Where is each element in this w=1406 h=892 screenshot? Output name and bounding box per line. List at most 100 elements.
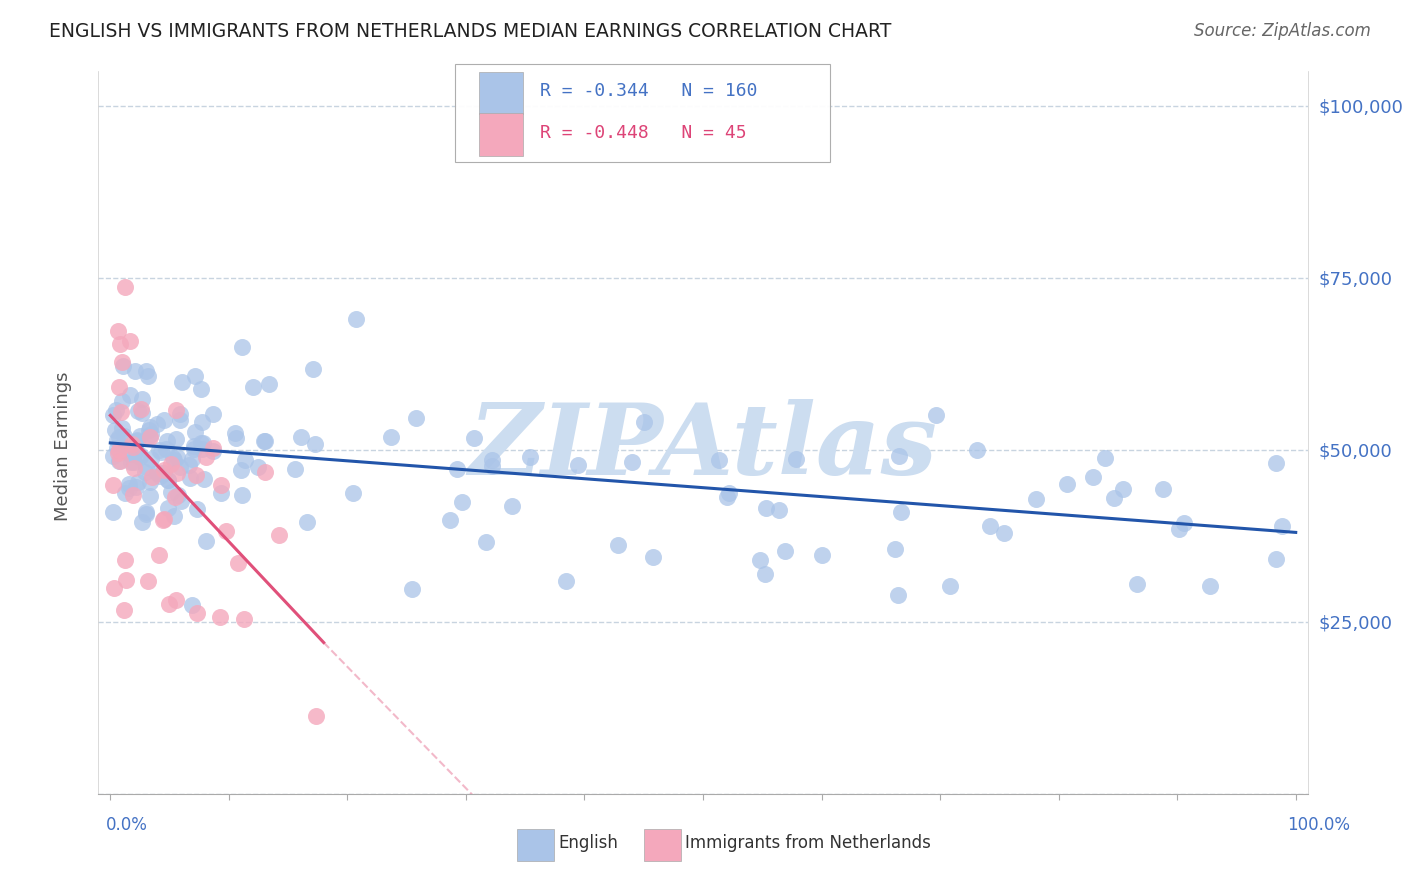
Point (209, 486, 232, 500)
Point (344, 312, 367, 326)
Point (135, 505, 157, 519)
Point (475, 534, 498, 549)
Point (163, 452, 186, 467)
Point (107, 324, 129, 338)
Point (169, 460, 191, 475)
Point (342, 486, 364, 500)
Point (139, 419, 162, 434)
Point (231, 488, 253, 502)
Point (141, 426, 163, 441)
Point (107, 441, 129, 455)
Point (153, 466, 176, 480)
Point (125, 479, 148, 493)
Point (889, 505, 911, 519)
Point (939, 579, 962, 593)
Point (165, 490, 187, 504)
Point (190, 436, 212, 450)
Point (925, 408, 948, 422)
Point (1265, 456, 1288, 470)
Point (125, 434, 148, 449)
Point (103, 408, 125, 422)
Point (156, 434, 179, 448)
Point (380, 430, 402, 444)
Point (138, 475, 160, 489)
Point (405, 411, 427, 425)
Point (150, 445, 173, 459)
Point (118, 387, 141, 401)
Point (148, 548, 170, 562)
Point (755, 500, 778, 515)
Point (1199, 579, 1222, 593)
Point (555, 574, 578, 588)
Point (141, 469, 163, 483)
Point (108, 430, 131, 444)
Point (114, 553, 136, 567)
Point (190, 415, 212, 429)
Point (121, 440, 143, 454)
Point (110, 405, 132, 419)
Point (621, 455, 644, 469)
Point (247, 460, 270, 475)
Point (180, 598, 202, 612)
Point (139, 430, 162, 444)
Point (184, 369, 207, 384)
Point (201, 408, 224, 422)
Point (166, 488, 188, 502)
Point (131, 406, 153, 420)
Point (108, 380, 131, 394)
Text: ENGLISH VS IMMIGRANTS FROM NETHERLANDS MEDIAN EARNINGS CORRELATION CHART: ENGLISH VS IMMIGRANTS FROM NETHERLANDS M… (49, 22, 891, 41)
FancyBboxPatch shape (456, 64, 830, 161)
Point (253, 434, 276, 449)
Point (1125, 577, 1147, 591)
Point (183, 442, 205, 456)
Point (134, 465, 156, 479)
Text: 0.0%: 0.0% (105, 816, 148, 834)
Point (191, 442, 214, 456)
Point (114, 442, 136, 456)
Point (785, 451, 807, 466)
Point (401, 582, 423, 596)
Point (1271, 518, 1294, 533)
Point (120, 455, 142, 469)
Point (233, 453, 256, 467)
Text: R = -0.344   N = 160: R = -0.344 N = 160 (540, 82, 758, 100)
Point (231, 463, 253, 477)
Point (148, 443, 170, 458)
Point (152, 463, 174, 477)
Point (641, 549, 664, 564)
Point (111, 393, 134, 408)
Point (135, 364, 157, 378)
Point (717, 486, 740, 500)
Point (120, 447, 142, 461)
Point (169, 413, 191, 427)
Point (607, 538, 630, 552)
Text: English: English (558, 834, 619, 852)
Point (129, 401, 152, 416)
Point (184, 425, 207, 439)
Point (138, 423, 160, 437)
Point (170, 375, 193, 389)
Point (179, 471, 201, 485)
Point (152, 467, 174, 481)
Point (295, 515, 318, 529)
Point (1025, 492, 1047, 507)
Point (233, 611, 256, 625)
Point (138, 368, 160, 383)
Point (190, 382, 212, 396)
Point (481, 458, 503, 473)
Point (1056, 477, 1078, 491)
Point (633, 415, 655, 429)
Point (202, 441, 225, 455)
Point (131, 392, 153, 407)
Point (112, 429, 135, 443)
Point (201, 444, 224, 458)
Point (253, 465, 276, 479)
Point (114, 486, 136, 500)
Point (191, 436, 214, 450)
Point (519, 450, 541, 464)
Point (887, 450, 910, 464)
Point (501, 499, 523, 513)
Point (463, 431, 485, 445)
Point (186, 607, 208, 621)
Point (966, 442, 988, 457)
